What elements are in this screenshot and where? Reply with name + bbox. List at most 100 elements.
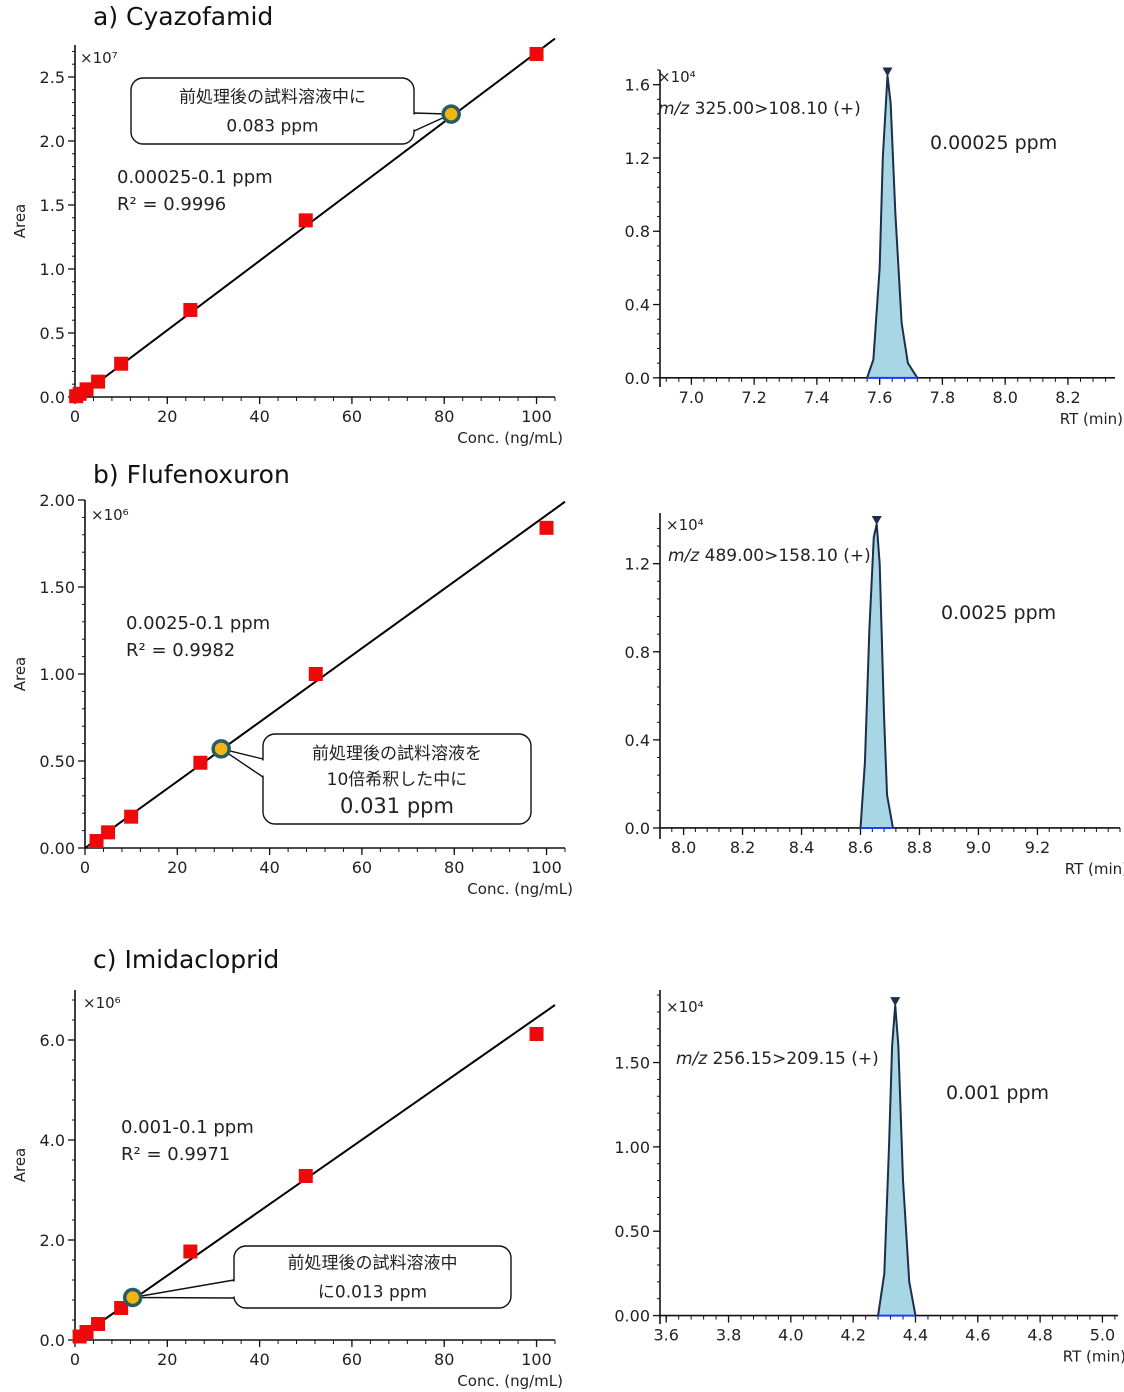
callout-text: 0.083 ppm	[226, 117, 318, 137]
fit-line	[74, 1004, 556, 1341]
x-tick-label: 40	[249, 1350, 269, 1369]
y-multiplier: ×10⁴	[666, 998, 704, 1016]
y-tick-label: 0.8	[625, 222, 650, 241]
chart-b-chromatogram: 0.0 0.4 0.8 1.2 8.0 8.2 8.4 8.6 8.8 9.0 9.2 RT (min…	[625, 513, 1124, 878]
concentration-label: 0.00025 ppm	[930, 132, 1057, 154]
peak-area	[860, 524, 893, 828]
chart-a-chromatogram: 0.0 0.4 0.8 1.2 1.6 7.0 7.2 7.4 7.6 7.8 8.0 8.2 RT (…	[625, 67, 1123, 428]
apex-marker	[871, 516, 882, 526]
y-tick-label: 1.50	[614, 1054, 650, 1073]
chart-b-calibration: 0.00 0.50 1.00 1.50 2.00 0 20 40 60 80 100 Conc. (n…	[11, 491, 573, 898]
chart-c-calibration: 0.0 2.0 4.0 6.0 0 20 40 60 80 100 Conc. (ng/mL) Are…	[11, 990, 563, 1390]
data-point	[91, 1317, 106, 1331]
y-tick-label: 6.0	[40, 1031, 65, 1050]
x-tick-label: 8.2	[730, 838, 755, 857]
x-tick-label: 80	[434, 1350, 454, 1369]
x-tick-label: 20	[157, 1350, 177, 1369]
callout-text: 0.031 ppm	[340, 794, 454, 818]
r-squared-label: R² = 0.9982	[126, 640, 235, 661]
data-point	[124, 809, 139, 824]
y-tick-label: 0.5	[40, 324, 65, 343]
range-label: 0.001-0.1 ppm	[121, 1117, 254, 1138]
x-tick-label: 100	[531, 858, 562, 877]
transition-label: m/z 489.00>158.10 (+)	[668, 546, 871, 566]
transition-value: 489.00>158.10 (+)	[699, 546, 871, 566]
range-label: 0.00025-0.1 ppm	[117, 167, 273, 188]
x-axis-label: RT (min)	[1065, 860, 1124, 878]
y-tick-label: 0.00	[614, 1307, 650, 1326]
x-axis-label: RT (min)	[1063, 1348, 1124, 1366]
y-tick-label: 2.0	[40, 1231, 65, 1250]
y-axis-label: Area	[11, 204, 29, 239]
x-tick-label: 100	[521, 407, 552, 426]
y-tick-label: 0.0	[40, 388, 65, 407]
y-tick-label: 0.4	[625, 296, 650, 315]
x-tick-label: 4.4	[903, 1326, 928, 1345]
x-tick-label: 0	[70, 1350, 80, 1369]
x-tick-label: 3.6	[654, 1326, 679, 1345]
y-multiplier: ×10⁴	[658, 68, 696, 86]
x-tick-label: 8.4	[789, 838, 814, 857]
x-tick-label: 9.2	[1025, 838, 1050, 857]
callout-text: に0.013 ppm	[318, 1283, 427, 1303]
data-point	[183, 302, 198, 317]
r-squared-label: R² = 0.9996	[117, 194, 226, 215]
concentration-label: 0.001 ppm	[946, 1082, 1049, 1104]
y-axis-label: Area	[11, 657, 29, 692]
data-point	[539, 520, 554, 535]
x-tick-label: 0	[80, 858, 90, 877]
x-tick-label: 80	[434, 407, 454, 426]
data-point	[89, 834, 104, 849]
peak-trace	[866, 75, 919, 379]
callout-text: 前処理後の試料溶液中に	[179, 88, 366, 108]
fit-line	[84, 500, 566, 849]
x-tick-label: 7.2	[741, 388, 766, 407]
x-tick-label: 8.0	[992, 388, 1017, 407]
x-tick-label: 60	[352, 858, 372, 877]
panel-title-c: c) Imidacloprid	[93, 945, 280, 974]
x-tick-label: 40	[249, 407, 269, 426]
y-tick-label: 0.0	[625, 819, 650, 838]
transition-mz: m/z	[658, 99, 690, 119]
y-tick-label: 1.2	[625, 149, 650, 168]
data-point	[193, 755, 208, 770]
y-tick-label: 1.6	[625, 76, 650, 95]
x-tick-label: 3.8	[716, 1326, 741, 1345]
concentration-label: 0.0025 ppm	[941, 602, 1056, 624]
y-multiplier: ×10⁴	[666, 516, 704, 534]
data-point	[298, 213, 313, 228]
data-point	[183, 1244, 198, 1259]
y-tick-label: 0.0	[625, 369, 650, 388]
apex-marker	[890, 997, 901, 1007]
apex-marker	[882, 67, 893, 77]
y-tick-label: 1.00	[614, 1138, 650, 1157]
data-point	[529, 46, 544, 61]
transition-value: 256.15>209.15 (+)	[707, 1049, 879, 1069]
callout-text: 10倍希釈した中に	[327, 770, 468, 790]
fit-line	[74, 37, 556, 401]
x-axis-label: RT (min)	[1060, 410, 1123, 428]
callout-box	[262, 733, 532, 825]
transition-mz: m/z	[676, 1049, 708, 1069]
data-point	[101, 825, 116, 840]
data-point	[91, 374, 106, 389]
x-tick-label: 20	[167, 858, 187, 877]
x-tick-label: 5.0	[1090, 1326, 1115, 1345]
x-tick-label: 100	[521, 1350, 552, 1369]
panel-title-a: a) Cyazofamid	[93, 2, 274, 31]
callout-box	[130, 77, 415, 145]
y-tick-label: 2.5	[40, 68, 65, 87]
y-tick-label: 1.0	[40, 260, 65, 279]
x-tick-label: 7.6	[867, 388, 892, 407]
panel-title-b: b) Flufenoxuron	[93, 460, 290, 489]
chart-a-calibration: 0.0 0.5 1.0 1.5 2.0 2.5 0 20 40 60 80 100 Conc. (ng/…	[11, 37, 563, 447]
data-point	[79, 382, 94, 397]
y-axis-label: Area	[11, 1148, 29, 1183]
transition-value: 325.00>108.10 (+)	[689, 99, 861, 119]
data-point	[308, 667, 323, 681]
y-tick-label: 1.00	[39, 665, 75, 684]
range-label: 0.0025-0.1 ppm	[126, 613, 270, 634]
transition-label: m/z 256.15>209.15 (+)	[676, 1049, 879, 1069]
x-tick-label: 8.8	[907, 838, 932, 857]
x-tick-label: 4.2	[840, 1326, 865, 1345]
